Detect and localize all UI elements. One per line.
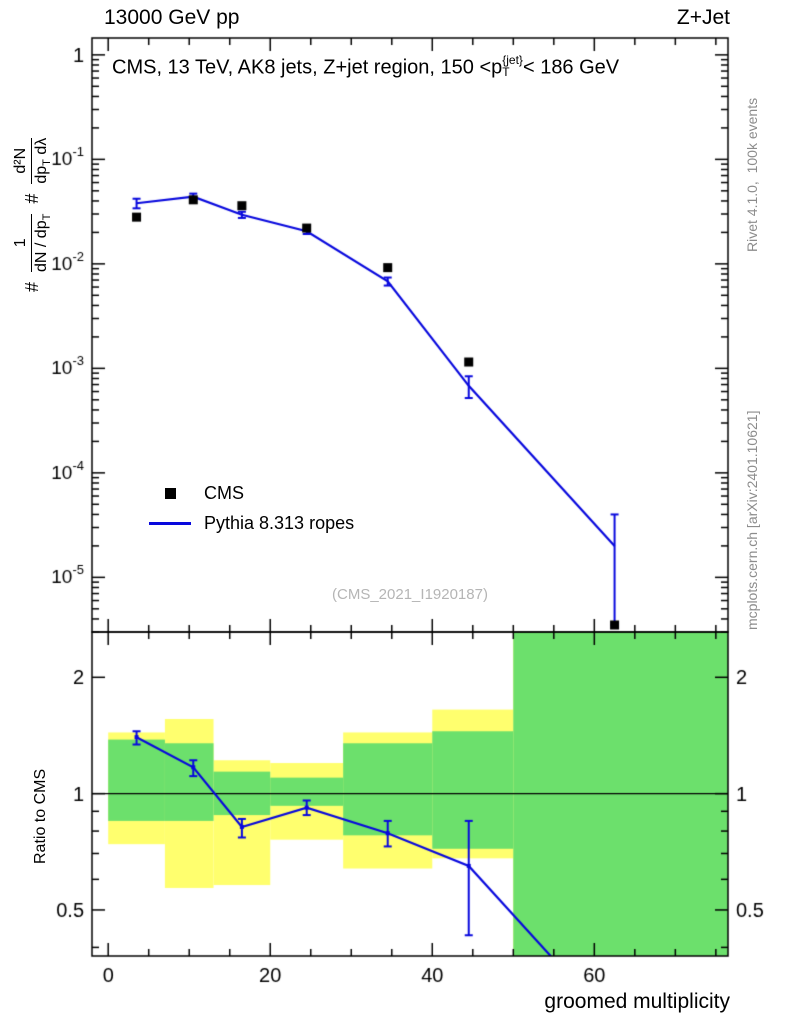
frac1-den-sub: T bbox=[41, 213, 54, 221]
pythia-line-icon bbox=[149, 521, 191, 525]
cms-marker-swatch bbox=[146, 487, 194, 499]
frac2-numerator: d²N bbox=[12, 147, 29, 174]
frac1-bar bbox=[30, 213, 33, 272]
cms-square-icon bbox=[164, 487, 176, 499]
plot-title-sub: T bbox=[502, 65, 510, 79]
process-label: Z+Jet bbox=[676, 6, 730, 29]
legend: CMS Pythia 8.313 ropes bbox=[146, 478, 354, 538]
plot-title: CMS, 13 TeV, AK8 jets, Z+jet region, 150… bbox=[112, 54, 620, 80]
frac2-den-sub: T bbox=[41, 159, 54, 166]
frac2-den-text: dp bbox=[33, 165, 51, 184]
y-axis-label-frac-2: d²N dpT dλ bbox=[12, 137, 53, 184]
pythia-line-swatch bbox=[146, 521, 194, 525]
plot-title-post: < 186 GeV bbox=[522, 56, 620, 79]
y-axis-label-frac-1: 1 dN / dpT bbox=[12, 213, 53, 272]
frac2-den-post: dλ bbox=[33, 137, 51, 160]
beam-energy-label: 13000 GeV pp bbox=[104, 6, 240, 29]
legend-row-cms: CMS bbox=[146, 478, 354, 508]
frac1-denominator: dN / dpT bbox=[33, 214, 53, 272]
frac2-bar bbox=[30, 137, 33, 184]
y-axis-label-hash-1: # bbox=[22, 281, 43, 292]
legend-label-cms: CMS bbox=[204, 482, 244, 503]
mcplots-reference-note: mcplots.cern.ch [arXiv:2401.10621] bbox=[744, 410, 760, 630]
rivet-version-note: Rivet 4.1.0, 100k events bbox=[744, 97, 760, 252]
legend-row-pythia: Pythia 8.313 ropes bbox=[146, 508, 354, 538]
pt-sub-sup: {jet} T bbox=[502, 54, 523, 78]
frac1-den-text: dN / dp bbox=[33, 220, 51, 272]
frac1-numerator: 1 bbox=[12, 238, 29, 248]
plot-title-sup: {jet} bbox=[502, 53, 523, 67]
analysis-watermark: (CMS_2021_I1920187) bbox=[332, 586, 488, 603]
y-axis-label: # 1 dN / dpT # d²N dpT dλ bbox=[12, 137, 53, 292]
legend-label-pythia: Pythia 8.313 ropes bbox=[204, 512, 355, 533]
x-axis-label: groomed multiplicity bbox=[544, 990, 730, 1013]
plot-title-pre: CMS, 13 TeV, AK8 jets, Z+jet region, 150… bbox=[112, 56, 503, 79]
frac2-denominator: dpT dλ bbox=[33, 138, 53, 184]
ratio-y-axis-label: Ratio to CMS bbox=[32, 768, 49, 864]
y-axis-label-hash-2: # bbox=[22, 193, 43, 204]
